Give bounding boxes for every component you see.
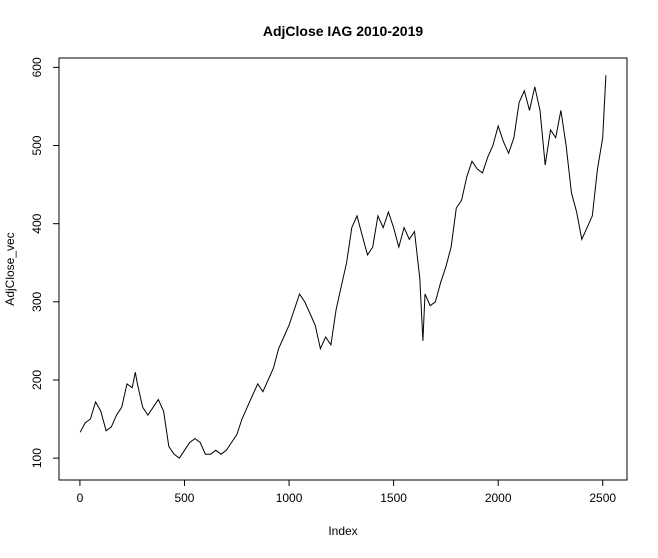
y-tick-label: 500 (30, 135, 44, 155)
x-tick-label: 500 (174, 491, 194, 505)
y-axis-label: AdjClose_vec (3, 232, 17, 305)
y-tick-label: 600 (30, 57, 44, 77)
y-tick-label: 400 (30, 213, 44, 233)
plot-box (58, 57, 628, 481)
x-tick-label: 1000 (276, 491, 303, 505)
x-tick-label: 2500 (589, 491, 616, 505)
x-tick-label: 0 (77, 491, 84, 505)
y-tick-label: 200 (30, 370, 44, 390)
price-line (79, 75, 607, 459)
x-tick-label: 2000 (485, 491, 512, 505)
x-axis-label: Index (328, 524, 357, 538)
y-tick-label: 100 (30, 448, 44, 468)
x-tick-label: 1500 (380, 491, 407, 505)
chart-title: AdjClose IAG 2010-2019 (263, 23, 424, 39)
y-tick-label: 300 (30, 291, 44, 311)
